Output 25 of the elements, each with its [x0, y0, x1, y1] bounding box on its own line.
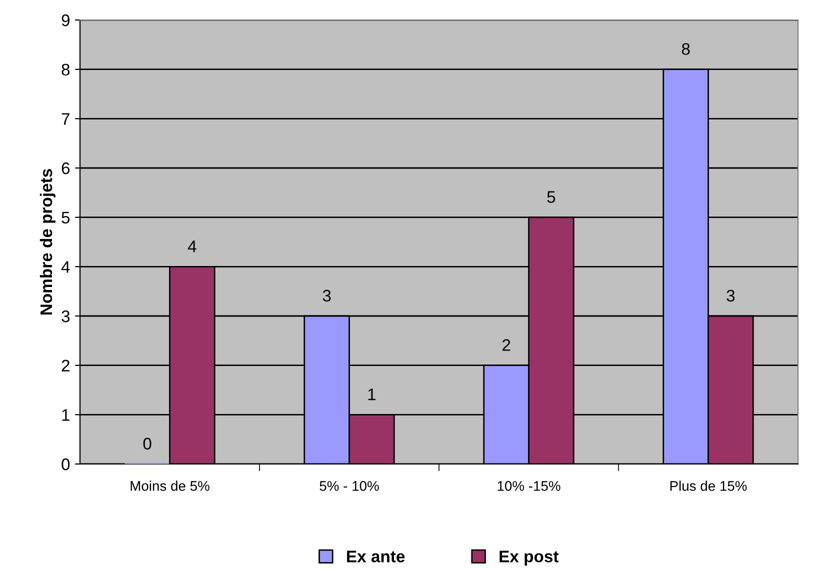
data-label: 4: [188, 240, 196, 252]
y-tick-label: 4: [61, 261, 70, 273]
y-tick-label: 6: [62, 162, 70, 174]
y-axis-title: Nombre de projets: [40, 169, 56, 315]
data-label: 1: [368, 388, 376, 400]
x-tick-label: 10% -15%: [498, 481, 560, 491]
y-tick-label: 5: [62, 212, 70, 224]
y-tick-label: 9: [62, 14, 70, 26]
data-label: 5: [547, 191, 556, 203]
y-tick-label: 0: [62, 458, 70, 470]
data-label: 2: [502, 339, 510, 351]
legend-label: Ex post: [500, 550, 559, 566]
legend-label: Ex ante: [347, 550, 405, 562]
y-tick-label: 7: [62, 113, 70, 125]
y-tick-label: 8: [62, 64, 70, 76]
y-tick-label: 1: [62, 409, 70, 421]
x-tick-label: Moins de 5%: [130, 480, 210, 491]
data-label: 8: [682, 43, 690, 55]
x-tick-label: 5% - 10%: [320, 481, 379, 491]
x-tick-label: Plus de 15%: [670, 480, 747, 491]
y-tick-label: 2: [62, 360, 70, 372]
y-tick-label: 3: [62, 310, 70, 322]
data-label: 3: [726, 290, 735, 302]
data-label: 3: [322, 290, 331, 302]
data-label: 0: [143, 438, 152, 450]
